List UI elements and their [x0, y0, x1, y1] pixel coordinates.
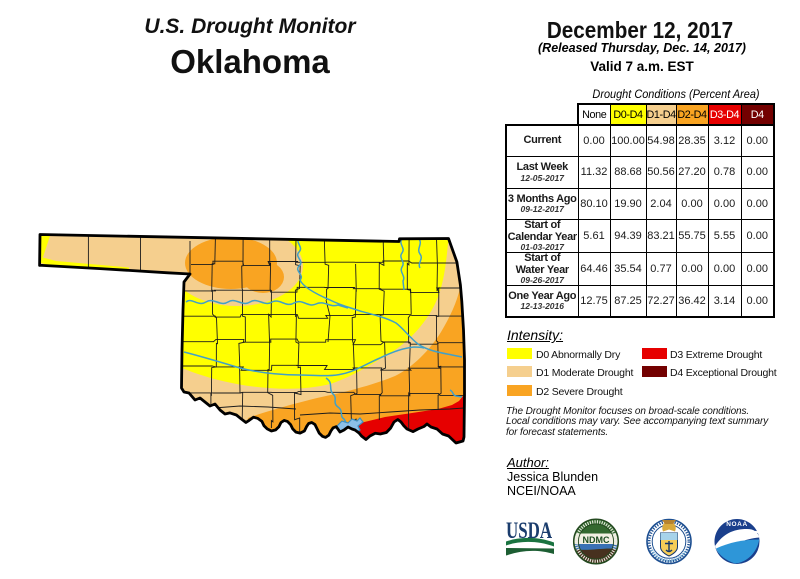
svg-text:NOAA: NOAA	[726, 521, 748, 528]
svg-text:NDMC: NDMC	[583, 535, 610, 545]
